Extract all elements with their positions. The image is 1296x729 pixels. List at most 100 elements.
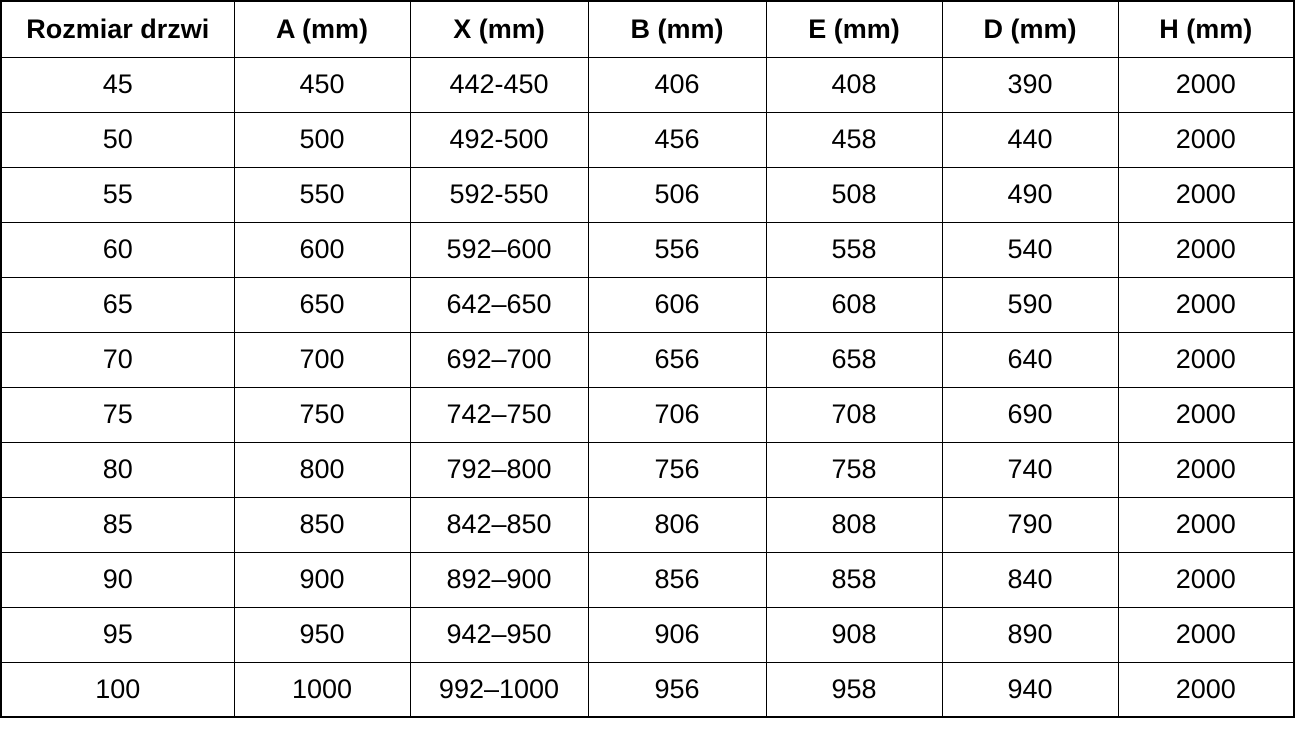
table-cell: 608 xyxy=(765,276,943,333)
table-cell: 592-550 xyxy=(409,166,589,223)
table-cell: 70 xyxy=(0,331,235,388)
table-cell: 406 xyxy=(587,56,767,113)
table-row: 95 950 942–950 906 908 890 2000 xyxy=(0,606,1295,663)
table-cell: 908 xyxy=(765,606,943,663)
table-cell: 85 xyxy=(0,496,235,553)
table-cell: 656 xyxy=(587,331,767,388)
table-cell: 706 xyxy=(587,386,767,443)
table-cell: 500 xyxy=(233,111,411,168)
table-row: 45 450 442-450 406 408 390 2000 xyxy=(0,56,1295,113)
table-cell: 80 xyxy=(0,441,235,498)
table-cell: 1000 xyxy=(233,661,411,718)
table-cell: 758 xyxy=(765,441,943,498)
table-row: 90 900 892–900 856 858 840 2000 xyxy=(0,551,1295,608)
table-row: 75 750 742–750 706 708 690 2000 xyxy=(0,386,1295,443)
table-cell: 2000 xyxy=(1117,276,1295,333)
table-cell: 890 xyxy=(941,606,1119,663)
table-cell: 75 xyxy=(0,386,235,443)
table-cell: 950 xyxy=(233,606,411,663)
table-row: 85 850 842–850 806 808 790 2000 xyxy=(0,496,1295,553)
table-cell: 592–600 xyxy=(409,221,589,278)
table-cell: 792–800 xyxy=(409,441,589,498)
table-cell: 942–950 xyxy=(409,606,589,663)
table-cell: 2000 xyxy=(1117,661,1295,718)
table-cell: 808 xyxy=(765,496,943,553)
table-cell: 940 xyxy=(941,661,1119,718)
table-cell: 450 xyxy=(233,56,411,113)
table-cell: 506 xyxy=(587,166,767,223)
table-cell: 2000 xyxy=(1117,606,1295,663)
table-cell: 60 xyxy=(0,221,235,278)
table-cell: 456 xyxy=(587,111,767,168)
table-cell: 742–750 xyxy=(409,386,589,443)
table-cell: 440 xyxy=(941,111,1119,168)
table-row: 55 550 592-550 506 508 490 2000 xyxy=(0,166,1295,223)
table-cell: 2000 xyxy=(1117,56,1295,113)
table-cell: 408 xyxy=(765,56,943,113)
table-cell: 858 xyxy=(765,551,943,608)
table-cell: 650 xyxy=(233,276,411,333)
table-cell: 65 xyxy=(0,276,235,333)
table-cell: 708 xyxy=(765,386,943,443)
table-cell: 45 xyxy=(0,56,235,113)
table-cell: 2000 xyxy=(1117,496,1295,553)
table-cell: 590 xyxy=(941,276,1119,333)
table-cell: 390 xyxy=(941,56,1119,113)
table-cell: 956 xyxy=(587,661,767,718)
table-cell: 442-450 xyxy=(409,56,589,113)
table-cell: 692–700 xyxy=(409,331,589,388)
column-header-3: B (mm) xyxy=(587,0,767,58)
column-header-1: A (mm) xyxy=(233,0,411,58)
table-cell: 800 xyxy=(233,441,411,498)
table-cell: 2000 xyxy=(1117,331,1295,388)
table-cell: 806 xyxy=(587,496,767,553)
table-cell: 458 xyxy=(765,111,943,168)
table-cell: 958 xyxy=(765,661,943,718)
table-cell: 842–850 xyxy=(409,496,589,553)
table-cell: 906 xyxy=(587,606,767,663)
table-cell: 2000 xyxy=(1117,111,1295,168)
table-cell: 850 xyxy=(233,496,411,553)
table-cell: 50 xyxy=(0,111,235,168)
table-cell: 2000 xyxy=(1117,551,1295,608)
table-cell: 2000 xyxy=(1117,386,1295,443)
table-cell: 900 xyxy=(233,551,411,608)
table-cell: 490 xyxy=(941,166,1119,223)
table-cell: 892–900 xyxy=(409,551,589,608)
table-cell: 492-500 xyxy=(409,111,589,168)
table-cell: 90 xyxy=(0,551,235,608)
table-cell: 600 xyxy=(233,221,411,278)
table-cell: 2000 xyxy=(1117,166,1295,223)
table-row: 60 600 592–600 556 558 540 2000 xyxy=(0,221,1295,278)
table-cell: 540 xyxy=(941,221,1119,278)
column-header-0: Rozmiar drzwi xyxy=(0,0,235,58)
table-cell: 95 xyxy=(0,606,235,663)
table-cell: 100 xyxy=(0,661,235,718)
column-header-2: X (mm) xyxy=(409,0,589,58)
table-row: 80 800 792–800 756 758 740 2000 xyxy=(0,441,1295,498)
table-cell: 2000 xyxy=(1117,221,1295,278)
table-row: 100 1000 992–1000 956 958 940 2000 xyxy=(0,661,1295,718)
table-row: 50 500 492-500 456 458 440 2000 xyxy=(0,111,1295,168)
table-header: Rozmiar drzwi A (mm) X (mm) B (mm) E (mm) D (… xyxy=(0,0,1295,58)
table-cell: 840 xyxy=(941,551,1119,608)
table-cell: 556 xyxy=(587,221,767,278)
column-header-6: H (mm) xyxy=(1117,0,1295,58)
header-row: Rozmiar drzwi A (mm) X (mm) B (mm) E (mm) D (… xyxy=(0,0,1295,58)
table-cell: 558 xyxy=(765,221,943,278)
table-cell: 756 xyxy=(587,441,767,498)
column-header-4: E (mm) xyxy=(765,0,943,58)
table-cell: 740 xyxy=(941,441,1119,498)
table-row: 70 700 692–700 656 658 640 2000 xyxy=(0,331,1295,388)
table-body: 45 450 442-450 406 408 390 2000 50 500 492-500 456… xyxy=(0,56,1295,718)
table-cell: 700 xyxy=(233,331,411,388)
table-cell: 750 xyxy=(233,386,411,443)
table-cell: 550 xyxy=(233,166,411,223)
table-cell: 606 xyxy=(587,276,767,333)
table-cell: 856 xyxy=(587,551,767,608)
table-cell: 790 xyxy=(941,496,1119,553)
table-cell: 508 xyxy=(765,166,943,223)
column-header-5: D (mm) xyxy=(941,0,1119,58)
table-cell: 658 xyxy=(765,331,943,388)
